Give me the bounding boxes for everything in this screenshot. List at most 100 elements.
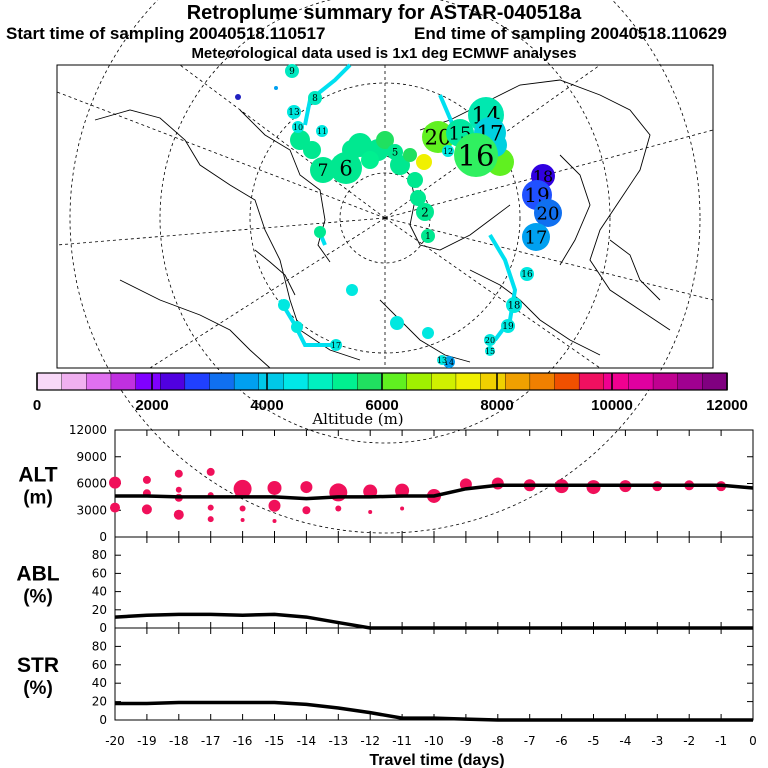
x-tick-label: -6 — [556, 734, 568, 748]
plume-label: 1 — [425, 232, 431, 242]
plume-label-circle — [534, 199, 562, 227]
altitude-bubble — [491, 477, 504, 490]
colorbar-cell — [603, 372, 630, 391]
x-tick-label: -8 — [492, 734, 504, 748]
plume-cluster-dot — [416, 154, 432, 170]
altitude-bubble — [110, 502, 120, 513]
colorbar-cell — [431, 372, 457, 391]
plume-cluster-dot — [376, 131, 394, 149]
plume-label: 17 — [525, 227, 548, 248]
plume-label: 20 — [537, 203, 560, 224]
altitude-bubble — [368, 510, 373, 515]
x-tick-label: -10 — [424, 734, 444, 748]
colorbar-label: Altitude (m) — [311, 410, 403, 428]
altitude-colorbar: 0 2000 4000 6000 8000 10000 12000 Altitude (m) — [33, 372, 748, 428]
y-tick-label: 80 — [92, 548, 107, 562]
altitude-bubble — [335, 505, 342, 512]
y-axis-label-name: ALT — [18, 464, 57, 487]
colorbar-tick-label: 0 — [33, 397, 41, 414]
str-series-line — [115, 700, 753, 722]
colorbar-cell — [307, 372, 334, 391]
plume-cluster-dot — [274, 86, 278, 90]
y-tick-label: 0 — [99, 530, 107, 544]
colorbar-cell — [529, 372, 556, 391]
plume-label-circle — [285, 64, 299, 78]
colorbar-cell — [61, 372, 87, 391]
y-axis-label-unit: (%) — [23, 678, 53, 699]
plume-label-circle — [387, 144, 403, 160]
altitude-bubble — [586, 480, 601, 495]
y-tick-label: 12000 — [69, 423, 107, 437]
y-tick-label: 60 — [92, 566, 107, 580]
x-tick-label: -13 — [328, 734, 348, 748]
altitude-bubble — [206, 467, 215, 476]
x-tick-label: -1 — [715, 734, 727, 748]
colorbar-cell — [258, 372, 285, 391]
colorbar-cell — [135, 372, 161, 391]
met-data-label: Meteorological data used is 1x1 deg ECMW… — [191, 45, 577, 62]
plume-label: 13 — [288, 108, 300, 118]
plume-label-circle — [422, 121, 454, 153]
colorbar-cell — [652, 372, 679, 391]
y-axis-label-unit: (m) — [23, 488, 53, 509]
chart-title: Retroplume summary for ASTAR-040518a — [186, 2, 582, 24]
plume-label: 5 — [392, 148, 398, 159]
colorbar-cell — [332, 372, 359, 391]
plume-label: 15 — [485, 347, 495, 356]
plume-label: 19 — [502, 322, 514, 332]
altitude-bubble — [141, 504, 152, 515]
colorbar-tick-label: 10000 — [591, 397, 633, 414]
plume-cluster-dot — [291, 321, 303, 333]
colorbar-tick-label: 8000 — [480, 397, 513, 414]
plume-label: 13 — [437, 356, 447, 365]
y-axis-label-name: STR — [17, 654, 59, 677]
colorbar-cell — [86, 372, 112, 391]
plume-label-circle — [310, 157, 336, 183]
plume-label-circle — [416, 203, 434, 221]
plume-label-circle — [442, 145, 454, 157]
x-tick-label: 0 — [749, 734, 757, 748]
x-tick-label: -2 — [683, 734, 695, 748]
plume-label-circle — [287, 105, 301, 119]
plume-label: 8 — [312, 94, 318, 104]
plume-label: 9 — [289, 67, 295, 77]
colorbar-cell — [677, 372, 704, 391]
colorbar-cell — [628, 372, 654, 391]
colorbar-cell — [283, 372, 309, 391]
time-series-panels: 030006000900012000ALT(m)020406080ABL(%)0… — [16, 423, 756, 748]
colorbar-tick-label: 12000 — [706, 397, 748, 414]
altitude-bubble — [207, 504, 214, 511]
sampling-start-label: Start time of sampling 20040518.110517 — [6, 24, 326, 43]
colorbar-cell — [184, 372, 211, 391]
y-tick-label: 20 — [92, 695, 107, 709]
plume-label-circle — [485, 346, 495, 356]
plume-cluster-dot — [410, 190, 426, 206]
panel-alt: 0 3000 6000 9000 12000 ALT(m) — [18, 423, 754, 544]
plume-cluster-dot — [346, 284, 358, 296]
x-tick-label: -20 — [105, 734, 125, 748]
x-tick-label: -16 — [233, 734, 253, 748]
altitude-bubble — [302, 506, 311, 515]
altitude-bubble — [395, 483, 410, 498]
plume-label: 10 — [293, 123, 303, 132]
plume-label-circle — [330, 339, 342, 351]
plume-label-circle — [316, 125, 328, 137]
plume-cluster-dot — [390, 316, 404, 330]
plume-label-circle — [292, 121, 304, 133]
altitude-bubble — [272, 518, 277, 523]
plume-label-circle — [437, 355, 447, 365]
y-tick-label: 20 — [92, 603, 107, 617]
y-tick-label: 60 — [92, 658, 107, 672]
x-tick-label: -12 — [360, 734, 380, 748]
plume-cluster-dot — [303, 141, 321, 159]
plume-label-circle — [484, 334, 496, 346]
plume-label: 7 — [318, 161, 329, 181]
panel-frame — [114, 627, 754, 721]
alt-series-line — [115, 483, 754, 501]
plume-label-circle — [330, 152, 362, 184]
colorbar-tick-label: 6000 — [365, 397, 398, 414]
plume-label-circle — [454, 133, 498, 177]
altitude-bubble — [175, 486, 182, 493]
